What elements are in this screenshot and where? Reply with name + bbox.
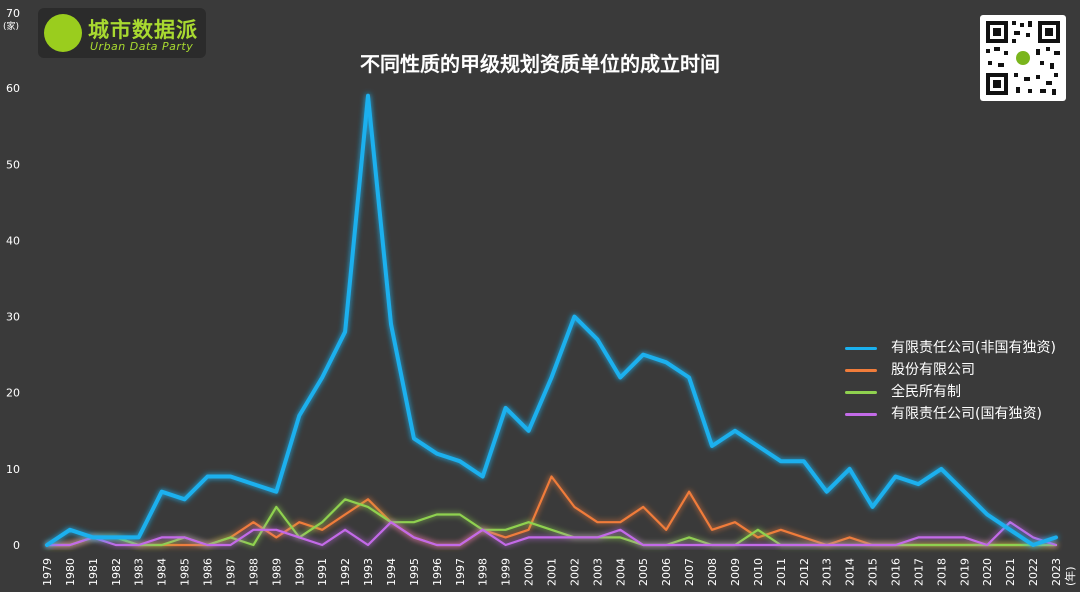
x-tick-label: 1998 [477,558,490,586]
legend-swatch [845,346,877,350]
x-tick-label: 1991 [316,558,329,586]
x-tick-label: 2010 [752,558,765,586]
x-tick-label: 2009 [729,558,742,586]
y-tick-label: 0 [13,539,20,552]
y-tick-label: 50 [6,158,20,171]
logo-mark-icon [44,14,82,52]
x-tick-label: 2023 [1050,558,1063,586]
chart-legend: 有限责任公司(非国有独资) 股份有限公司 全民所有制有限责任公司(国有独资) [845,337,1056,425]
x-tick-label: 2018 [935,558,948,586]
y-tick-label: 10 [6,463,20,476]
x-tick-label: 1984 [156,558,169,586]
x-tick-label: 2006 [660,558,673,586]
y-tick-label: 30 [6,311,20,324]
logo-chinese-text: 城市数据派 [88,18,198,42]
x-tick-label: 2000 [523,558,536,586]
x-tick-label: 2019 [958,558,971,586]
x-tick-label: 1992 [339,558,352,586]
x-tick-label: 2011 [775,558,788,586]
legend-swatch [845,368,877,372]
x-tick-label: 1997 [454,558,467,586]
x-tick-label: 2016 [889,558,902,586]
x-tick-label: 2003 [591,558,604,586]
x-tick-label: 1988 [247,558,260,586]
x-tick-label: 1987 [224,558,237,586]
x-tick-label: 2002 [568,558,581,586]
urban-data-party-logo: 城市数据派 Urban Data Party [38,8,206,58]
x-tick-label: 1980 [64,558,77,586]
legend-label: 全民所有制 [891,384,961,400]
legend-label: 有限责任公司(非国有独资) [891,340,1056,356]
y-tick-label: 20 [6,387,20,400]
legend-label: 有限责任公司(国有独资) [891,406,1042,422]
x-tick-label: 1999 [500,558,513,586]
x-tick-label: 1986 [202,558,215,586]
x-tick-label: 2022 [1027,558,1040,586]
series-line-1 [45,93,1058,547]
x-tick-label: 2005 [637,558,650,586]
x-tick-label: 2008 [706,558,719,586]
x-tick-label: 1995 [408,558,421,586]
x-tick-label: 2001 [546,558,559,586]
x-tick-label: 1982 [110,558,123,586]
x-tick-label: 2012 [798,558,811,586]
x-tick-label: 2004 [614,558,627,586]
x-tick-label: 2013 [821,558,834,586]
x-tick-label: 1983 [133,558,146,586]
qr-code-icon [980,15,1066,101]
y-axis-unit: (家) [3,20,19,32]
x-tick-label: 1979 [41,558,54,586]
chart-title: 不同性质的甲级规划资质单位的成立时间 [360,52,720,76]
legend-swatch [845,390,877,394]
legend-label: 股份有限公司 [891,362,975,378]
x-tick-label: 1996 [431,558,444,586]
legend-item: 有限责任公司(国有独资) [845,403,1056,425]
x-tick-label: 1981 [87,558,100,586]
x-tick-label: 2014 [844,558,857,586]
x-axis-unit: (年) [1063,566,1077,586]
legend-item: 全民所有制 [845,381,1056,403]
x-tick-label: 2021 [1004,558,1017,586]
x-tick-label: 2007 [683,558,696,586]
legend-item: 股份有限公司 [845,359,1056,381]
y-tick-label: 60 [6,82,20,95]
x-tick-label: 1985 [179,558,192,586]
x-tick-label: 1990 [293,558,306,586]
x-tick-label: 1989 [270,558,283,586]
x-tick-label: 1994 [385,558,398,586]
logo-english-text: Urban Data Party [90,40,194,53]
x-tick-label: 2015 [867,558,880,586]
x-tick-label: 2020 [981,558,994,586]
series-line-4 [45,521,1058,547]
x-tick-label: 1993 [362,558,375,586]
y-axis-max-label: 70 [6,7,20,20]
x-tick-label: 2017 [912,558,925,586]
y-tick-label: 40 [6,234,20,247]
legend-item: 有限责任公司(非国有独资) [845,337,1056,359]
legend-swatch [845,412,877,416]
